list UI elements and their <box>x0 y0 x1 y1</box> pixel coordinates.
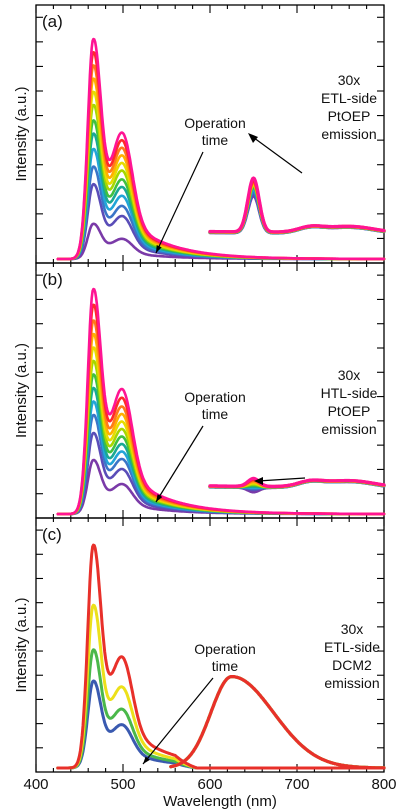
emission-label: ETL-side <box>321 90 377 106</box>
spectrum-line <box>56 543 386 770</box>
emission-line <box>208 176 386 234</box>
emission-label: HTL-side <box>321 385 378 401</box>
arrow-head <box>156 494 163 502</box>
operation-time-label: Operation <box>184 389 245 405</box>
arrow-head <box>248 133 258 143</box>
emission-line <box>208 180 386 234</box>
operation-time-label: time <box>202 406 229 422</box>
emission-label: PtOEP <box>328 403 371 419</box>
x-axis: 400 500 600 700 800 <box>23 776 396 793</box>
emission-line <box>208 181 386 234</box>
operation-time-label: time <box>212 658 239 674</box>
arrow-head <box>254 477 263 485</box>
x-tick-label: 700 <box>284 776 309 793</box>
emission-line <box>208 476 386 488</box>
spectrum-line <box>56 287 386 516</box>
emission-label: ETL-side <box>324 639 380 655</box>
operation-time-label: Operation <box>194 641 255 657</box>
emission-arrow <box>249 134 303 174</box>
emission-label: emission <box>324 675 379 691</box>
y-axis-title: Intensity (a.u.) <box>13 343 30 438</box>
operation-time-label: Operation <box>184 115 245 131</box>
operation-time-label: time <box>202 132 229 148</box>
y-axis-title: Intensity (a.u.) <box>13 597 30 692</box>
emission-line <box>208 178 386 234</box>
panel-label: (c) <box>42 525 62 544</box>
emission-arrow <box>257 477 306 482</box>
emission-label: 30x <box>338 72 361 88</box>
arrow-head <box>156 245 162 253</box>
operation-time-arrow <box>155 151 204 254</box>
emission-label: PtOEP <box>328 108 371 124</box>
emission-label: emission <box>321 421 376 437</box>
panel-label: (a) <box>42 12 63 31</box>
emission-label: 30x <box>338 367 361 383</box>
emission-label: DCM2 <box>332 657 372 673</box>
x-axis-title: Wavelength (nm) <box>163 793 277 810</box>
emission-label: 30x <box>341 621 364 637</box>
panel-label: (b) <box>42 270 63 289</box>
operation-time-arrow <box>155 425 204 503</box>
x-tick-label: 400 <box>23 776 48 793</box>
arrow-head <box>143 756 150 764</box>
emission-label: emission <box>321 126 376 142</box>
emission-line <box>208 179 386 234</box>
x-tick-label: 500 <box>110 776 135 793</box>
x-tick-label: 800 <box>371 776 396 793</box>
operation-time-arrow <box>142 677 214 765</box>
x-tick-label: 600 <box>197 776 222 793</box>
y-axis-title: Intensity (a.u.) <box>13 86 30 181</box>
emission-line <box>169 675 386 770</box>
spectrum-line <box>56 37 386 261</box>
